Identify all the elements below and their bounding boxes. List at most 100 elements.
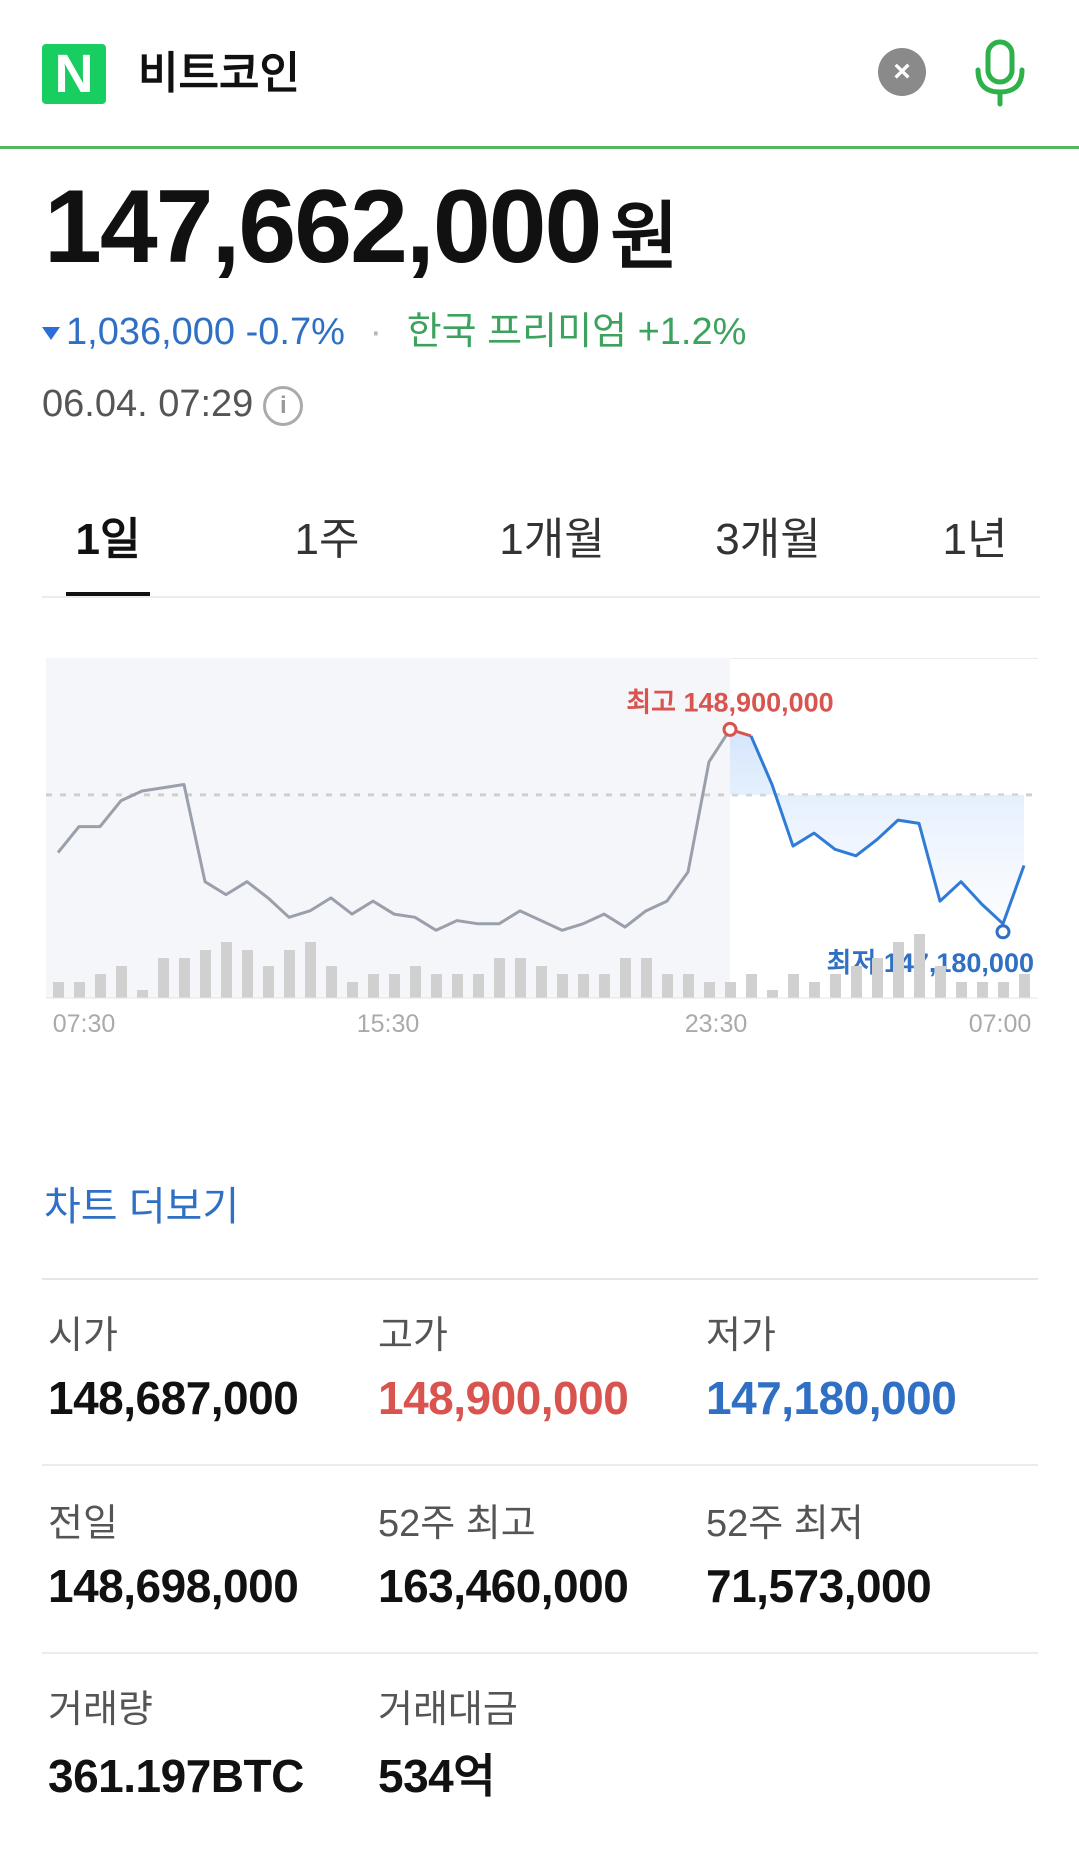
stat-value-amount: 534억 bbox=[378, 1750, 496, 1802]
price-unit: 원 bbox=[610, 195, 678, 278]
current-price: 147,662,000 원 bbox=[44, 169, 678, 292]
info-icon[interactable]: i bbox=[263, 385, 304, 426]
logo-letter: N bbox=[54, 44, 94, 104]
volume-bar bbox=[452, 974, 463, 998]
x-tick-label: 23:30 bbox=[685, 1010, 748, 1038]
timestamp: 06.04. 07:29 bbox=[42, 383, 254, 425]
microphone-icon[interactable] bbox=[970, 36, 1030, 108]
chart-past-shade bbox=[46, 658, 730, 998]
volume-bar bbox=[347, 982, 358, 998]
volume-bar bbox=[326, 966, 337, 998]
volume-bar bbox=[641, 958, 652, 998]
volume-bar bbox=[242, 950, 253, 998]
volume-bar bbox=[704, 982, 715, 998]
low-marker bbox=[995, 924, 1011, 940]
volume-bar bbox=[1019, 974, 1030, 998]
x-tick-label: 07:00 bbox=[969, 1010, 1032, 1038]
volume-bar bbox=[116, 966, 127, 998]
volume-bar bbox=[998, 982, 1009, 998]
tab-1month[interactable]: 1개월 bbox=[499, 515, 605, 564]
volume-bar bbox=[599, 974, 610, 998]
tab-3month[interactable]: 3개월 bbox=[715, 515, 821, 564]
stat-label-52w-high: 52주 최고 bbox=[378, 1503, 536, 1545]
volume-bar bbox=[410, 966, 421, 998]
stat-label-low: 저가 bbox=[706, 1315, 776, 1357]
volume-bar bbox=[368, 974, 379, 998]
row-divider bbox=[42, 1464, 1038, 1466]
volume-bar bbox=[977, 982, 988, 998]
volume-bar bbox=[620, 958, 631, 998]
volume-bar bbox=[956, 982, 967, 998]
stat-value-low: 147,180,000 bbox=[706, 1372, 957, 1424]
price-value: 147,662,000 bbox=[44, 169, 602, 285]
tab-1year[interactable]: 1년 bbox=[942, 515, 1008, 564]
stat-value-open: 148,687,000 bbox=[48, 1372, 299, 1424]
after-area bbox=[730, 729, 1024, 924]
volume-bar bbox=[515, 958, 526, 998]
stat-label-open: 시가 bbox=[48, 1315, 118, 1357]
tab-1day[interactable]: 1일 bbox=[75, 515, 141, 564]
stat-label-amount: 거래대금 bbox=[378, 1689, 518, 1731]
volume-bar bbox=[725, 982, 736, 998]
volume-bar bbox=[767, 990, 778, 998]
stat-value-prev: 148,698,000 bbox=[48, 1560, 299, 1612]
down-arrow-icon bbox=[42, 327, 60, 341]
x-tick-label: 15:30 bbox=[357, 1010, 420, 1038]
volume-bar bbox=[137, 990, 148, 998]
stat-label-prev: 전일 bbox=[48, 1503, 118, 1545]
volume-bar bbox=[893, 942, 904, 998]
change-amount: 1,036,000 bbox=[66, 311, 236, 353]
stat-value-52w-low: 71,573,000 bbox=[706, 1560, 932, 1612]
period-tabs: 1일 1주 1개월 3개월 1년 bbox=[42, 500, 1040, 598]
volume-bar bbox=[179, 958, 190, 998]
stat-label-volume: 거래량 bbox=[48, 1689, 153, 1731]
volume-bar bbox=[221, 942, 232, 998]
timestamp-row: 06.04. 07:29 i bbox=[42, 380, 304, 428]
series-line-before bbox=[56, 728, 732, 932]
volume-bar bbox=[305, 942, 316, 998]
stat-label-52w-low: 52주 최저 bbox=[706, 1503, 864, 1545]
volume-bar bbox=[872, 958, 883, 998]
volume-bar bbox=[788, 974, 799, 998]
volume-bar bbox=[578, 974, 589, 998]
high-marker bbox=[722, 721, 738, 737]
volume-bar bbox=[914, 934, 925, 998]
stat-value-volume: 361.197BTC bbox=[48, 1750, 304, 1802]
series-line-after bbox=[749, 735, 1026, 926]
volume-bar bbox=[284, 950, 295, 998]
separator-dot: · bbox=[369, 311, 383, 353]
tab-1week[interactable]: 1주 bbox=[294, 515, 360, 564]
volume-bar bbox=[74, 982, 85, 998]
volume-bar bbox=[536, 966, 547, 998]
volume-bar bbox=[200, 950, 211, 998]
more-chart-link[interactable]: 차트 더보기 bbox=[44, 1185, 240, 1229]
volume-bar bbox=[851, 966, 862, 998]
volume-bar bbox=[158, 958, 169, 998]
korea-premium[interactable]: 한국 프리미엄 +1.2% bbox=[406, 311, 747, 353]
change-percent: -0.7% bbox=[245, 311, 345, 353]
change-row: 1,036,000 -0.7% · 한국 프리미엄 +1.2% bbox=[42, 308, 746, 356]
volume-bar bbox=[683, 974, 694, 998]
volume-bar bbox=[809, 982, 820, 998]
naver-logo-icon[interactable]: N bbox=[42, 44, 106, 104]
volume-bar bbox=[662, 974, 673, 998]
volume-bar bbox=[557, 974, 568, 998]
volume-bar bbox=[830, 974, 841, 998]
volume-bar bbox=[95, 974, 106, 998]
clear-icon[interactable]: × bbox=[878, 48, 926, 96]
volume-bar bbox=[263, 966, 274, 998]
search-input[interactable]: 비트코인 bbox=[138, 49, 300, 98]
x-tick-label: 07:30 bbox=[53, 1010, 116, 1038]
volume-bar bbox=[494, 958, 505, 998]
stat-label-high: 고가 bbox=[378, 1315, 448, 1357]
search-header: N 비트코인 × bbox=[0, 0, 1079, 149]
volume-bar bbox=[935, 966, 946, 998]
stats-divider bbox=[42, 1278, 1038, 1280]
high-label: 최고 148,900,000 bbox=[626, 687, 833, 717]
volume-bar bbox=[53, 982, 64, 998]
active-tab-indicator bbox=[66, 592, 150, 596]
volume-bar bbox=[389, 974, 400, 998]
row-divider bbox=[42, 1652, 1038, 1654]
volume-bar bbox=[473, 974, 484, 998]
